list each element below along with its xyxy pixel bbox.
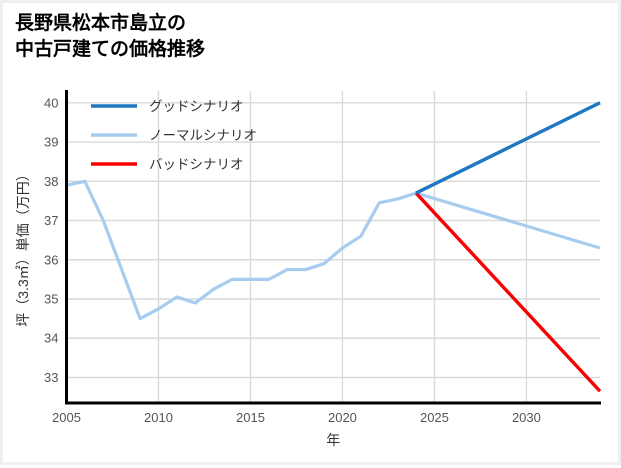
legend-label: グッドシナリオ: [149, 99, 244, 114]
x-tick-labels: 2005 2010 2015 2020 2025 2030: [52, 410, 541, 425]
series-line: [66, 179, 601, 321]
y-axis-title: 坪（3.3㎡）単価（万円）: [15, 167, 31, 326]
y-tick-labels: 33 34 35 36 37 38 39 40: [44, 95, 58, 385]
y-tick-label: 36: [44, 252, 58, 267]
x-axis-title: 年: [326, 432, 340, 448]
y-tick-label: 33: [44, 370, 58, 385]
series-line: [415, 101, 601, 195]
x-tick-label: 2025: [420, 410, 449, 425]
x-tick-label: 2015: [236, 410, 265, 425]
legend-label: ノーマルシナリオ: [149, 128, 257, 143]
x-tick-label: 2030: [512, 410, 541, 425]
x-tick-label: 2010: [144, 410, 173, 425]
axis-spine: [65, 90, 601, 405]
y-gridlines: [66, 102, 600, 379]
y-tick-label: 34: [44, 331, 58, 346]
x-gridlines: [65, 91, 528, 403]
chart-title: 長野県松本市島立の 中古戸建ての価格推移: [15, 13, 206, 60]
y-tick-label: 40: [44, 95, 58, 110]
chart-series-lines: [66, 101, 602, 393]
legend-label: バッドシナリオ: [149, 157, 244, 172]
y-tick-label: 38: [44, 174, 58, 189]
x-tick-label: 2005: [52, 410, 81, 425]
y-tick-label: 35: [44, 292, 58, 307]
y-tick-label: 37: [44, 213, 58, 228]
x-tick-label: 2020: [328, 410, 357, 425]
chart-plot-area: 33 34 35 36 37 38 39 40 2005 2010 2015 2020 2025 203…: [15, 90, 602, 448]
series-line: [414, 191, 602, 393]
y-tick-label: 39: [44, 135, 58, 150]
